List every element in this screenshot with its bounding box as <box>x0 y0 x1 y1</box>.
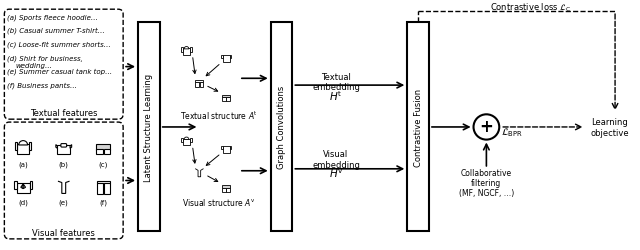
Text: (e): (e) <box>59 199 68 206</box>
Bar <box>195 80 204 83</box>
Bar <box>29 182 32 189</box>
Circle shape <box>474 115 499 140</box>
Bar <box>104 183 109 194</box>
Bar <box>221 146 223 149</box>
Bar <box>227 188 230 192</box>
Polygon shape <box>20 184 23 189</box>
Text: Latent Structure Learning: Latent Structure Learning <box>145 73 154 181</box>
Text: (d): (d) <box>18 199 28 206</box>
Bar <box>190 138 192 142</box>
Text: Visual features: Visual features <box>32 228 95 237</box>
Text: $\mathcal{L}_\mathrm{BPR}$: $\mathcal{L}_\mathrm{BPR}$ <box>501 126 524 139</box>
Text: (b): (b) <box>59 160 68 167</box>
Polygon shape <box>56 145 58 149</box>
Text: Graph Convolutions: Graph Convolutions <box>277 86 286 168</box>
Bar <box>15 143 17 150</box>
Text: $H^\mathrm{v}$: $H^\mathrm{v}$ <box>328 167 343 179</box>
Text: (e) Summer casual tank top…: (e) Summer casual tank top… <box>7 68 113 75</box>
Bar <box>407 23 429 231</box>
Bar <box>223 146 230 153</box>
Bar <box>96 150 103 154</box>
Text: Collaborative
filtering
(MF, NGCF, …): Collaborative filtering (MF, NGCF, …) <box>459 168 514 198</box>
Polygon shape <box>195 169 204 177</box>
Bar <box>222 96 230 98</box>
Bar <box>200 82 204 88</box>
Bar <box>222 188 226 192</box>
Bar <box>58 145 70 154</box>
Bar <box>230 56 231 59</box>
Polygon shape <box>70 145 72 149</box>
Text: (d) Shirt for business,: (d) Shirt for business, <box>7 55 83 61</box>
Bar <box>29 143 31 150</box>
Text: Textual
embedding: Textual embedding <box>312 72 360 92</box>
Text: $H^\mathrm{t}$: $H^\mathrm{t}$ <box>330 88 342 102</box>
Bar <box>181 48 182 52</box>
Bar <box>271 23 292 231</box>
Polygon shape <box>58 182 70 194</box>
Text: Learning
objective: Learning objective <box>590 118 629 137</box>
Bar <box>221 56 223 59</box>
Text: (a) Sports fleece hoodie…: (a) Sports fleece hoodie… <box>7 14 98 20</box>
Bar <box>17 145 29 155</box>
Bar <box>227 98 230 102</box>
Wedge shape <box>19 141 28 146</box>
Bar <box>14 182 17 189</box>
Text: Contrastive loss $\mathcal{L}_\mathrm{C}$: Contrastive loss $\mathcal{L}_\mathrm{C}… <box>490 2 572 14</box>
Bar <box>230 146 231 149</box>
Bar <box>222 98 226 102</box>
Bar <box>222 186 230 188</box>
Bar <box>97 182 109 184</box>
Bar <box>195 82 199 88</box>
Bar <box>138 23 160 231</box>
Text: (a): (a) <box>19 160 28 167</box>
Bar <box>96 144 111 150</box>
Text: wedding…: wedding… <box>15 62 52 68</box>
Text: (f): (f) <box>99 199 108 206</box>
Bar <box>17 184 30 194</box>
Bar <box>104 150 111 154</box>
Bar <box>190 48 192 52</box>
Text: Textual features: Textual features <box>30 109 97 118</box>
Text: Visual
embedding: Visual embedding <box>312 150 360 169</box>
Polygon shape <box>23 184 26 189</box>
Text: (b) Casual summer T-shirt…: (b) Casual summer T-shirt… <box>7 28 105 34</box>
Bar <box>223 56 230 63</box>
Text: (c) Loose-fit summer shorts…: (c) Loose-fit summer shorts… <box>7 41 111 48</box>
Text: +: + <box>479 118 493 136</box>
Bar <box>182 49 190 56</box>
Text: Textual structure $A^\mathrm{t}$: Textual structure $A^\mathrm{t}$ <box>180 109 258 121</box>
Text: Contrastive Fusion: Contrastive Fusion <box>413 88 422 166</box>
Text: (f) Business pants…: (f) Business pants… <box>7 82 77 88</box>
Text: Visual structure $A^\mathrm{v}$: Visual structure $A^\mathrm{v}$ <box>182 196 256 207</box>
Wedge shape <box>184 47 189 50</box>
Bar <box>182 139 190 146</box>
Text: (c): (c) <box>99 160 108 167</box>
Bar <box>181 138 182 142</box>
FancyBboxPatch shape <box>61 144 67 148</box>
Wedge shape <box>184 138 189 140</box>
Bar <box>97 183 103 194</box>
